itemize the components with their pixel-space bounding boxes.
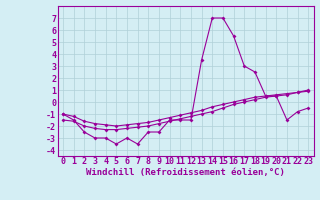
X-axis label: Windchill (Refroidissement éolien,°C): Windchill (Refroidissement éolien,°C) xyxy=(86,168,285,177)
